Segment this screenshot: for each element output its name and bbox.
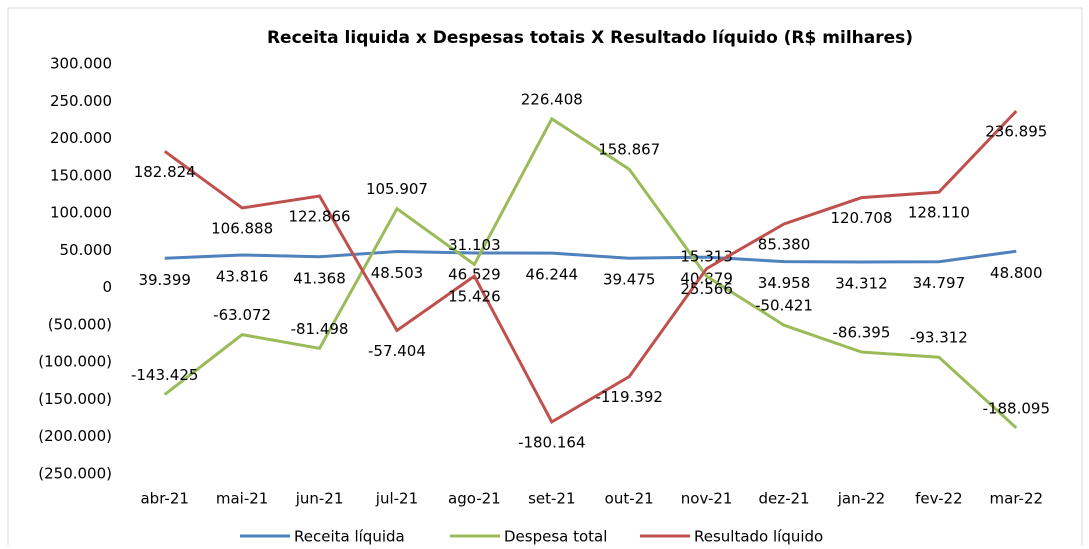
- data-label: 34.958: [758, 274, 811, 292]
- data-label: 182.824: [134, 163, 196, 181]
- x-tick-label: set-21: [528, 490, 575, 508]
- data-label: 226.408: [521, 90, 583, 108]
- data-label: 41.368: [293, 269, 346, 287]
- x-tick-label: mai-21: [216, 490, 268, 508]
- data-label: -81.498: [291, 320, 349, 338]
- data-label: 122.866: [289, 208, 351, 226]
- legend-label: Despesa total: [504, 528, 607, 546]
- data-label: 34.312: [835, 275, 888, 293]
- x-tick-label: ago-21: [448, 490, 501, 508]
- data-label: -86.395: [833, 324, 891, 342]
- y-tick-label: (150.000): [38, 390, 112, 408]
- y-tick-label: 100.000: [50, 204, 112, 222]
- data-label: -119.392: [595, 388, 662, 406]
- data-label: 15.426: [448, 288, 501, 306]
- data-label: -57.404: [368, 342, 426, 360]
- line-series: [163, 116, 1018, 429]
- data-label: -143.425: [131, 366, 198, 384]
- x-tick-label: jan-22: [837, 490, 885, 508]
- x-tick-label: nov-21: [681, 490, 733, 508]
- chart-border: [7, 7, 1083, 549]
- data-label: 39.399: [138, 271, 191, 289]
- x-tick-label: jun-21: [295, 490, 344, 508]
- data-label: -180.164: [518, 433, 585, 451]
- y-tick-label: 150.000: [50, 166, 112, 184]
- y-tick-label: (50.000): [48, 315, 112, 333]
- y-tick-label: 300.000: [50, 55, 112, 73]
- chart-title: Receita liquida x Despesas totais X Resu…: [267, 28, 913, 48]
- data-label: 31.103: [448, 236, 501, 254]
- y-tick-label: (250.000): [38, 465, 112, 483]
- y-tick-label: 200.000: [50, 129, 112, 147]
- data-label: 43.816: [216, 267, 269, 285]
- data-label: 25.566: [680, 280, 733, 298]
- data-label: 46.244: [526, 266, 579, 284]
- y-tick-label: (200.000): [38, 427, 112, 445]
- data-label: 48.800: [990, 264, 1043, 282]
- y-tick-label: 250.000: [50, 92, 112, 110]
- data-label: 236.895: [985, 123, 1047, 141]
- x-tick-label: dez-21: [758, 490, 809, 508]
- data-label: 39.475: [603, 271, 656, 289]
- data-label: -188.095: [983, 399, 1050, 417]
- data-label: 120.708: [830, 209, 892, 227]
- legend-label: Receita líquida: [294, 528, 405, 546]
- data-label: 158.867: [598, 141, 660, 159]
- x-tick-label: jul-21: [375, 490, 418, 508]
- data-label: -63.072: [213, 306, 271, 324]
- y-tick-label: 0: [102, 278, 112, 296]
- line-series: [163, 110, 1018, 425]
- x-tick-label: out-21: [605, 490, 654, 508]
- legend-label: Resultado líquido: [694, 528, 823, 546]
- y-tick-label: 50.000: [60, 241, 113, 259]
- x-tick-label: abr-21: [140, 490, 188, 508]
- data-label: -93.312: [910, 329, 968, 347]
- line-series: [164, 249, 1017, 264]
- data-label: 128.110: [908, 204, 970, 222]
- x-tick-label: mar-22: [990, 490, 1044, 508]
- y-tick-label: (100.000): [38, 353, 112, 371]
- data-label: 106.888: [211, 219, 273, 237]
- data-label: 34.797: [913, 274, 966, 292]
- data-label: 105.907: [366, 180, 428, 198]
- data-label: 48.503: [371, 264, 424, 282]
- data-label: 85.380: [758, 235, 811, 253]
- x-tick-label: fev-22: [915, 490, 962, 508]
- data-label: -50.421: [755, 297, 813, 315]
